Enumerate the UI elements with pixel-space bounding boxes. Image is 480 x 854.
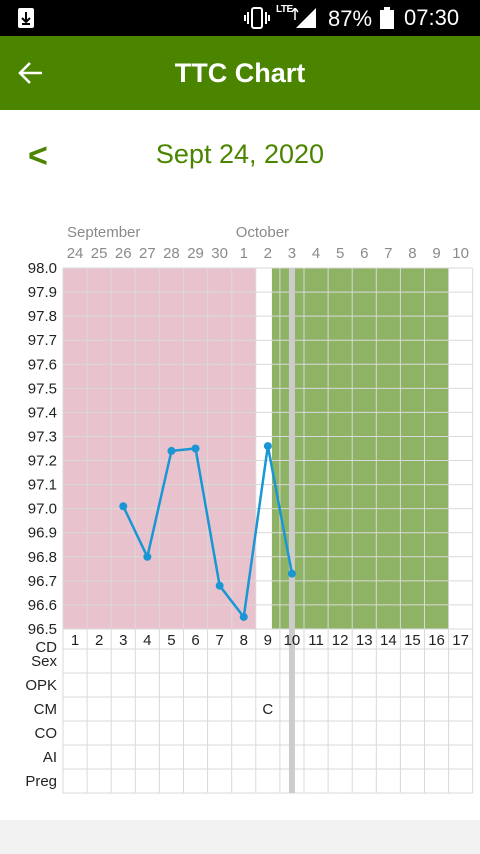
date-label-10: 10 — [452, 245, 469, 262]
cycle-day-10: 10 — [284, 632, 301, 649]
y-tick-label: 97.1 — [28, 477, 57, 494]
cycle-day-2: 2 — [95, 632, 103, 649]
cycle-day-8: 8 — [240, 632, 248, 649]
cycle-day-17: 17 — [452, 632, 469, 649]
network-type: LTE — [276, 4, 293, 15]
y-tick-label: 97.6 — [28, 356, 57, 373]
previous-date-button[interactable]: < — [28, 137, 48, 175]
y-tick-label: 96.6 — [28, 597, 57, 614]
temperature-line — [122, 445, 294, 621]
y-tick-label: 97.3 — [28, 428, 57, 445]
cycle-day-1: 1 — [71, 632, 79, 649]
signal-icon — [291, 8, 316, 28]
cycle-day-14: 14 — [380, 632, 397, 649]
date-label-8: 8 — [408, 245, 416, 262]
date-label-2: 2 — [264, 245, 272, 262]
date-label-24: 24 — [67, 245, 84, 262]
temperature-point — [119, 502, 128, 511]
month-label: September — [67, 224, 140, 241]
current-day-marker — [288, 268, 295, 793]
battery-icon — [380, 7, 394, 29]
date-label-25: 25 — [91, 245, 108, 262]
y-tick-label: 96.9 — [28, 525, 57, 542]
row-label-cm: CM — [34, 701, 57, 718]
y-tick-label: 97.9 — [28, 284, 57, 301]
y-tick-label: 97.0 — [28, 501, 57, 518]
row-label-opk: OPK — [25, 677, 57, 694]
date-label: Sept 24, 2020 — [0, 139, 480, 170]
cell-cm: C — [262, 701, 273, 718]
app-bar: TTC Chart — [0, 36, 480, 110]
date-label-3: 3 — [288, 245, 296, 262]
row-label-preg: Preg — [25, 773, 57, 790]
row-label-cd: CD — [35, 639, 57, 656]
date-label-7: 7 — [384, 245, 392, 262]
page-title: TTC Chart — [174, 58, 306, 88]
row-label-sex: Sex — [31, 653, 57, 670]
y-tick-label: 97.2 — [28, 453, 57, 470]
temperature-point — [215, 581, 224, 590]
current-date: Sept 24, 2020 — [155, 139, 325, 169]
temperature-point — [287, 569, 296, 578]
cycle-day-16: 16 — [428, 632, 445, 649]
y-tick-label: 97.8 — [28, 308, 57, 325]
clock: 07:30 — [404, 5, 460, 30]
y-tick-label: 96.5 — [28, 621, 57, 638]
row-label-co: CO — [35, 725, 58, 742]
y-tick-label: 97.4 — [28, 404, 57, 421]
arrow-left-icon[interactable] — [18, 60, 44, 86]
bottom-strip — [0, 820, 480, 854]
date-label-26: 26 — [115, 245, 132, 262]
temperature-point — [263, 442, 272, 451]
status-bar: LTE 87% 07:30 — [0, 0, 480, 36]
vibrate-icon — [244, 7, 270, 29]
date-label-27: 27 — [139, 245, 156, 262]
date-label-4: 4 — [312, 245, 320, 262]
battery-percent: 87% — [328, 6, 373, 31]
y-tick-label: 96.7 — [28, 573, 57, 590]
date-label-28: 28 — [163, 245, 180, 262]
temperature-point — [167, 446, 176, 455]
cycle-day-12: 12 — [332, 632, 349, 649]
month-label: October — [236, 224, 289, 241]
date-label-5: 5 — [336, 245, 344, 262]
cycle-day-5: 5 — [167, 632, 175, 649]
cycle-day-9: 9 — [264, 632, 272, 649]
date-label-6: 6 — [360, 245, 368, 262]
cycle-day-3: 3 — [119, 632, 127, 649]
temperature-point — [143, 552, 152, 561]
cycle-day-15: 15 — [404, 632, 421, 649]
y-tick-label: 97.7 — [28, 332, 57, 349]
cycle-day-4: 4 — [143, 632, 151, 649]
download-icon — [18, 8, 34, 28]
cycle-day-11: 11 — [308, 632, 324, 649]
date-label-30: 30 — [211, 245, 228, 262]
temperature-point — [191, 444, 200, 453]
date-label-9: 9 — [432, 245, 440, 262]
y-tick-label: 96.8 — [28, 549, 57, 566]
temperature-point — [239, 612, 248, 621]
date-label-29: 29 — [187, 245, 204, 262]
fertile-shading — [271, 268, 449, 629]
cycle-day-6: 6 — [191, 632, 199, 649]
y-tick-label: 98.0 — [28, 260, 57, 277]
row-label-ai: AI — [43, 749, 57, 766]
cycle-day-7: 7 — [215, 632, 223, 649]
date-label-1: 1 — [240, 245, 248, 262]
cycle-day-13: 13 — [356, 632, 373, 649]
y-tick-label: 97.5 — [28, 380, 57, 397]
